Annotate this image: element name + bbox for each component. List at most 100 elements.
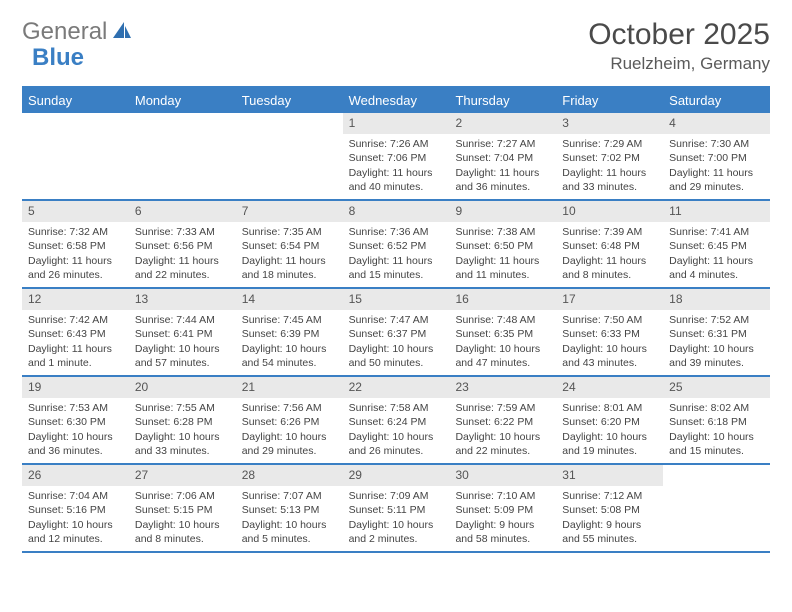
daylight-line: Daylight: 10 hours and 47 minutes. (455, 342, 550, 370)
sunset-line: Sunset: 7:04 PM (455, 151, 550, 165)
weekday-header: Friday (556, 88, 663, 113)
sunrise-line: Sunrise: 7:59 AM (455, 401, 550, 415)
day-details: Sunrise: 7:59 AMSunset: 6:22 PMDaylight:… (449, 398, 556, 462)
location-label: Ruelzheim, Germany (588, 54, 770, 74)
sunset-line: Sunset: 5:16 PM (28, 503, 123, 517)
sunrise-line: Sunrise: 7:47 AM (349, 313, 444, 327)
sunset-line: Sunset: 6:35 PM (455, 327, 550, 341)
sail-icon (111, 20, 133, 45)
calendar-cell: 1Sunrise: 7:26 AMSunset: 7:06 PMDaylight… (343, 113, 450, 199)
sunrise-line: Sunrise: 7:48 AM (455, 313, 550, 327)
daylight-line: Daylight: 11 hours and 22 minutes. (135, 254, 230, 282)
calendar-cell (22, 113, 129, 199)
day-details: Sunrise: 7:58 AMSunset: 6:24 PMDaylight:… (343, 398, 450, 462)
daylight-line: Daylight: 11 hours and 29 minutes. (669, 166, 764, 194)
daylight-line: Daylight: 10 hours and 33 minutes. (135, 430, 230, 458)
sunset-line: Sunset: 6:56 PM (135, 239, 230, 253)
sunset-line: Sunset: 7:00 PM (669, 151, 764, 165)
daylight-line: Daylight: 10 hours and 43 minutes. (562, 342, 657, 370)
day-details: Sunrise: 7:32 AMSunset: 6:58 PMDaylight:… (22, 222, 129, 286)
daylight-line: Daylight: 10 hours and 19 minutes. (562, 430, 657, 458)
day-details: Sunrise: 7:12 AMSunset: 5:08 PMDaylight:… (556, 486, 663, 550)
calendar-week: 5Sunrise: 7:32 AMSunset: 6:58 PMDaylight… (22, 201, 770, 289)
sunrise-line: Sunrise: 7:52 AM (669, 313, 764, 327)
sunrise-line: Sunrise: 7:56 AM (242, 401, 337, 415)
day-details: Sunrise: 7:39 AMSunset: 6:48 PMDaylight:… (556, 222, 663, 286)
sunrise-line: Sunrise: 7:35 AM (242, 225, 337, 239)
daylight-line: Daylight: 11 hours and 1 minute. (28, 342, 123, 370)
sunset-line: Sunset: 5:08 PM (562, 503, 657, 517)
calendar-cell: 6Sunrise: 7:33 AMSunset: 6:56 PMDaylight… (129, 201, 236, 287)
weekday-header: Tuesday (236, 88, 343, 113)
day-details: Sunrise: 8:01 AMSunset: 6:20 PMDaylight:… (556, 398, 663, 462)
day-details: Sunrise: 7:35 AMSunset: 6:54 PMDaylight:… (236, 222, 343, 286)
day-details: Sunrise: 7:53 AMSunset: 6:30 PMDaylight:… (22, 398, 129, 462)
day-details: Sunrise: 7:45 AMSunset: 6:39 PMDaylight:… (236, 310, 343, 374)
sunset-line: Sunset: 6:52 PM (349, 239, 444, 253)
day-number: 31 (556, 465, 663, 486)
day-number: 13 (129, 289, 236, 310)
day-number: 27 (129, 465, 236, 486)
sunrise-line: Sunrise: 7:55 AM (135, 401, 230, 415)
sunrise-line: Sunrise: 7:26 AM (349, 137, 444, 151)
sunset-line: Sunset: 6:18 PM (669, 415, 764, 429)
sunrise-line: Sunrise: 7:39 AM (562, 225, 657, 239)
weekday-header: Monday (129, 88, 236, 113)
sunrise-line: Sunrise: 7:32 AM (28, 225, 123, 239)
calendar-cell (663, 465, 770, 551)
day-details: Sunrise: 7:33 AMSunset: 6:56 PMDaylight:… (129, 222, 236, 286)
calendar-cell: 11Sunrise: 7:41 AMSunset: 6:45 PMDayligh… (663, 201, 770, 287)
daylight-line: Daylight: 11 hours and 4 minutes. (669, 254, 764, 282)
day-number: 21 (236, 377, 343, 398)
sunset-line: Sunset: 5:13 PM (242, 503, 337, 517)
daylight-line: Daylight: 11 hours and 11 minutes. (455, 254, 550, 282)
calendar-cell: 21Sunrise: 7:56 AMSunset: 6:26 PMDayligh… (236, 377, 343, 463)
daylight-line: Daylight: 10 hours and 50 minutes. (349, 342, 444, 370)
calendar-cell: 4Sunrise: 7:30 AMSunset: 7:00 PMDaylight… (663, 113, 770, 199)
sunrise-line: Sunrise: 7:36 AM (349, 225, 444, 239)
calendar-cell: 28Sunrise: 7:07 AMSunset: 5:13 PMDayligh… (236, 465, 343, 551)
calendar-week: 26Sunrise: 7:04 AMSunset: 5:16 PMDayligh… (22, 465, 770, 553)
calendar-cell: 9Sunrise: 7:38 AMSunset: 6:50 PMDaylight… (449, 201, 556, 287)
day-details: Sunrise: 7:06 AMSunset: 5:15 PMDaylight:… (129, 486, 236, 550)
calendar-cell: 8Sunrise: 7:36 AMSunset: 6:52 PMDaylight… (343, 201, 450, 287)
sunrise-line: Sunrise: 7:44 AM (135, 313, 230, 327)
calendar-cell: 13Sunrise: 7:44 AMSunset: 6:41 PMDayligh… (129, 289, 236, 375)
day-details: Sunrise: 7:36 AMSunset: 6:52 PMDaylight:… (343, 222, 450, 286)
month-title: October 2025 (588, 18, 770, 52)
calendar-cell: 12Sunrise: 7:42 AMSunset: 6:43 PMDayligh… (22, 289, 129, 375)
day-number: 11 (663, 201, 770, 222)
sunset-line: Sunset: 6:37 PM (349, 327, 444, 341)
sunset-line: Sunset: 5:09 PM (455, 503, 550, 517)
calendar-cell: 31Sunrise: 7:12 AMSunset: 5:08 PMDayligh… (556, 465, 663, 551)
day-number (236, 113, 343, 131)
day-number: 2 (449, 113, 556, 134)
day-number: 5 (22, 201, 129, 222)
calendar-cell: 2Sunrise: 7:27 AMSunset: 7:04 PMDaylight… (449, 113, 556, 199)
sunrise-line: Sunrise: 7:53 AM (28, 401, 123, 415)
day-details: Sunrise: 7:09 AMSunset: 5:11 PMDaylight:… (343, 486, 450, 550)
calendar-cell (129, 113, 236, 199)
day-details: Sunrise: 7:29 AMSunset: 7:02 PMDaylight:… (556, 134, 663, 198)
calendar-cell: 17Sunrise: 7:50 AMSunset: 6:33 PMDayligh… (556, 289, 663, 375)
sunrise-line: Sunrise: 7:12 AM (562, 489, 657, 503)
calendar-week: 12Sunrise: 7:42 AMSunset: 6:43 PMDayligh… (22, 289, 770, 377)
sunset-line: Sunset: 6:48 PM (562, 239, 657, 253)
day-number: 7 (236, 201, 343, 222)
day-number: 23 (449, 377, 556, 398)
day-number: 24 (556, 377, 663, 398)
sunrise-line: Sunrise: 7:38 AM (455, 225, 550, 239)
sunrise-line: Sunrise: 7:29 AM (562, 137, 657, 151)
day-number: 17 (556, 289, 663, 310)
daylight-line: Daylight: 10 hours and 5 minutes. (242, 518, 337, 546)
sunset-line: Sunset: 5:15 PM (135, 503, 230, 517)
calendar-cell: 7Sunrise: 7:35 AMSunset: 6:54 PMDaylight… (236, 201, 343, 287)
calendar: Sunday Monday Tuesday Wednesday Thursday… (22, 86, 770, 553)
daylight-line: Daylight: 10 hours and 8 minutes. (135, 518, 230, 546)
sunset-line: Sunset: 6:26 PM (242, 415, 337, 429)
day-number: 10 (556, 201, 663, 222)
calendar-cell: 30Sunrise: 7:10 AMSunset: 5:09 PMDayligh… (449, 465, 556, 551)
day-number: 6 (129, 201, 236, 222)
sunset-line: Sunset: 7:02 PM (562, 151, 657, 165)
calendar-cell: 18Sunrise: 7:52 AMSunset: 6:31 PMDayligh… (663, 289, 770, 375)
